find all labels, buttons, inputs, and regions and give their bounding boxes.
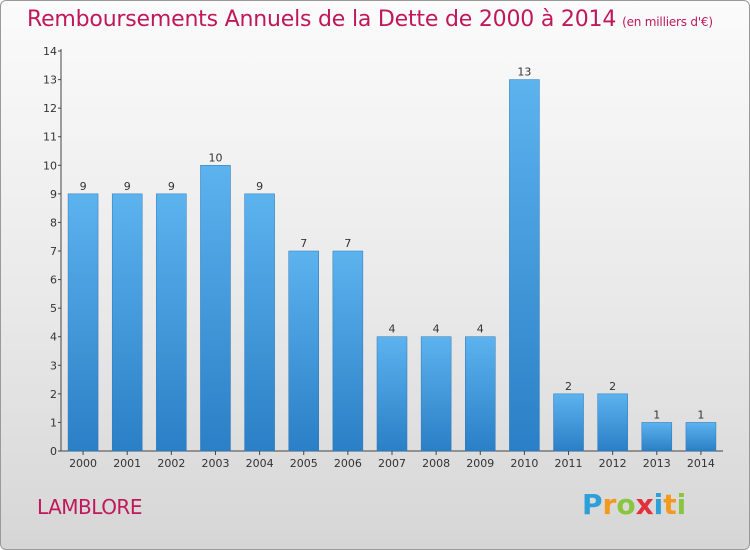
bar-value-label: 13 [517, 66, 531, 79]
bar [465, 336, 496, 452]
bar-value-label: 4 [433, 323, 440, 336]
bar [244, 193, 275, 452]
bar-value-label: 9 [80, 180, 87, 193]
y-tick-label: 14 [43, 45, 57, 58]
y-tick-label: 8 [50, 216, 57, 229]
y-tick-label: 4 [50, 331, 57, 344]
bar [67, 193, 99, 452]
x-tick-label: 2006 [334, 457, 362, 470]
x-tick-label: 2012 [599, 457, 627, 470]
y-tick-label: 7 [50, 245, 57, 258]
x-tick-label: 2004 [246, 457, 274, 470]
bar-value-label: 7 [300, 237, 307, 250]
bar-value-label: 4 [477, 323, 484, 336]
y-tick-label: 13 [43, 74, 57, 87]
logo-letter: r [602, 488, 617, 521]
bar [156, 193, 187, 452]
logo-letter: o [616, 488, 636, 521]
y-tick-label: 12 [43, 102, 57, 115]
x-tick-label: 2002 [157, 457, 185, 470]
bar-value-label: 7 [344, 237, 351, 250]
logo-letter: i [653, 488, 664, 521]
bar-value-label: 9 [124, 180, 131, 193]
logo-letter: x [635, 488, 654, 521]
bar [332, 250, 364, 452]
x-tick-label: 2007 [378, 457, 406, 470]
y-tick-label: 9 [50, 188, 57, 201]
logo-letter: P [582, 488, 603, 521]
x-tick-label: 2010 [510, 457, 538, 470]
y-tick-label: 5 [50, 302, 57, 315]
bar [509, 79, 540, 452]
x-tick-label: 2005 [290, 457, 318, 470]
logo-letter: i [676, 488, 687, 521]
bar [376, 336, 408, 452]
bar-value-label: 1 [697, 408, 704, 421]
bar-value-label: 9 [256, 180, 263, 193]
x-tick-label: 2013 [643, 457, 671, 470]
y-tick-label: 2 [50, 388, 57, 401]
bar [685, 422, 717, 452]
bar-value-label: 1 [653, 408, 660, 421]
bar [597, 393, 628, 452]
logo-letter: t [663, 488, 677, 521]
chart-title-text: Remboursements Annuels de la Dette de 20… [27, 7, 617, 32]
bar [641, 422, 673, 452]
x-tick-label: 2001 [113, 457, 141, 470]
y-tick-label: 3 [50, 359, 57, 372]
x-tick-label: 2003 [201, 457, 229, 470]
y-tick-label: 6 [50, 274, 57, 287]
x-tick-label: 2000 [69, 457, 97, 470]
x-tick-label: 2009 [466, 457, 494, 470]
bar-value-label: 2 [565, 380, 572, 393]
y-tick-label: 10 [43, 159, 57, 172]
bar [420, 336, 452, 452]
bar-value-label: 10 [208, 151, 222, 164]
bar-value-label: 4 [389, 323, 396, 336]
bar [288, 250, 319, 452]
x-tick-label: 2014 [687, 457, 715, 470]
bar-value-label: 2 [609, 380, 616, 393]
bar [553, 393, 584, 452]
y-tick-label: 1 [50, 416, 57, 429]
y-tick-label: 0 [50, 445, 57, 458]
commune-name: LAMBLORE [37, 495, 142, 519]
proxiti-logo: Proxiti [582, 488, 686, 521]
bar-value-label: 9 [168, 180, 175, 193]
bar [111, 193, 143, 452]
bar [200, 165, 231, 452]
x-tick-label: 2008 [422, 457, 450, 470]
chart-title: Remboursements Annuels de la Dette de 20… [27, 7, 713, 32]
y-tick-label: 11 [43, 131, 57, 144]
x-tick-label: 2011 [555, 457, 583, 470]
chart-subtitle: (en milliers d'€) [622, 15, 713, 29]
